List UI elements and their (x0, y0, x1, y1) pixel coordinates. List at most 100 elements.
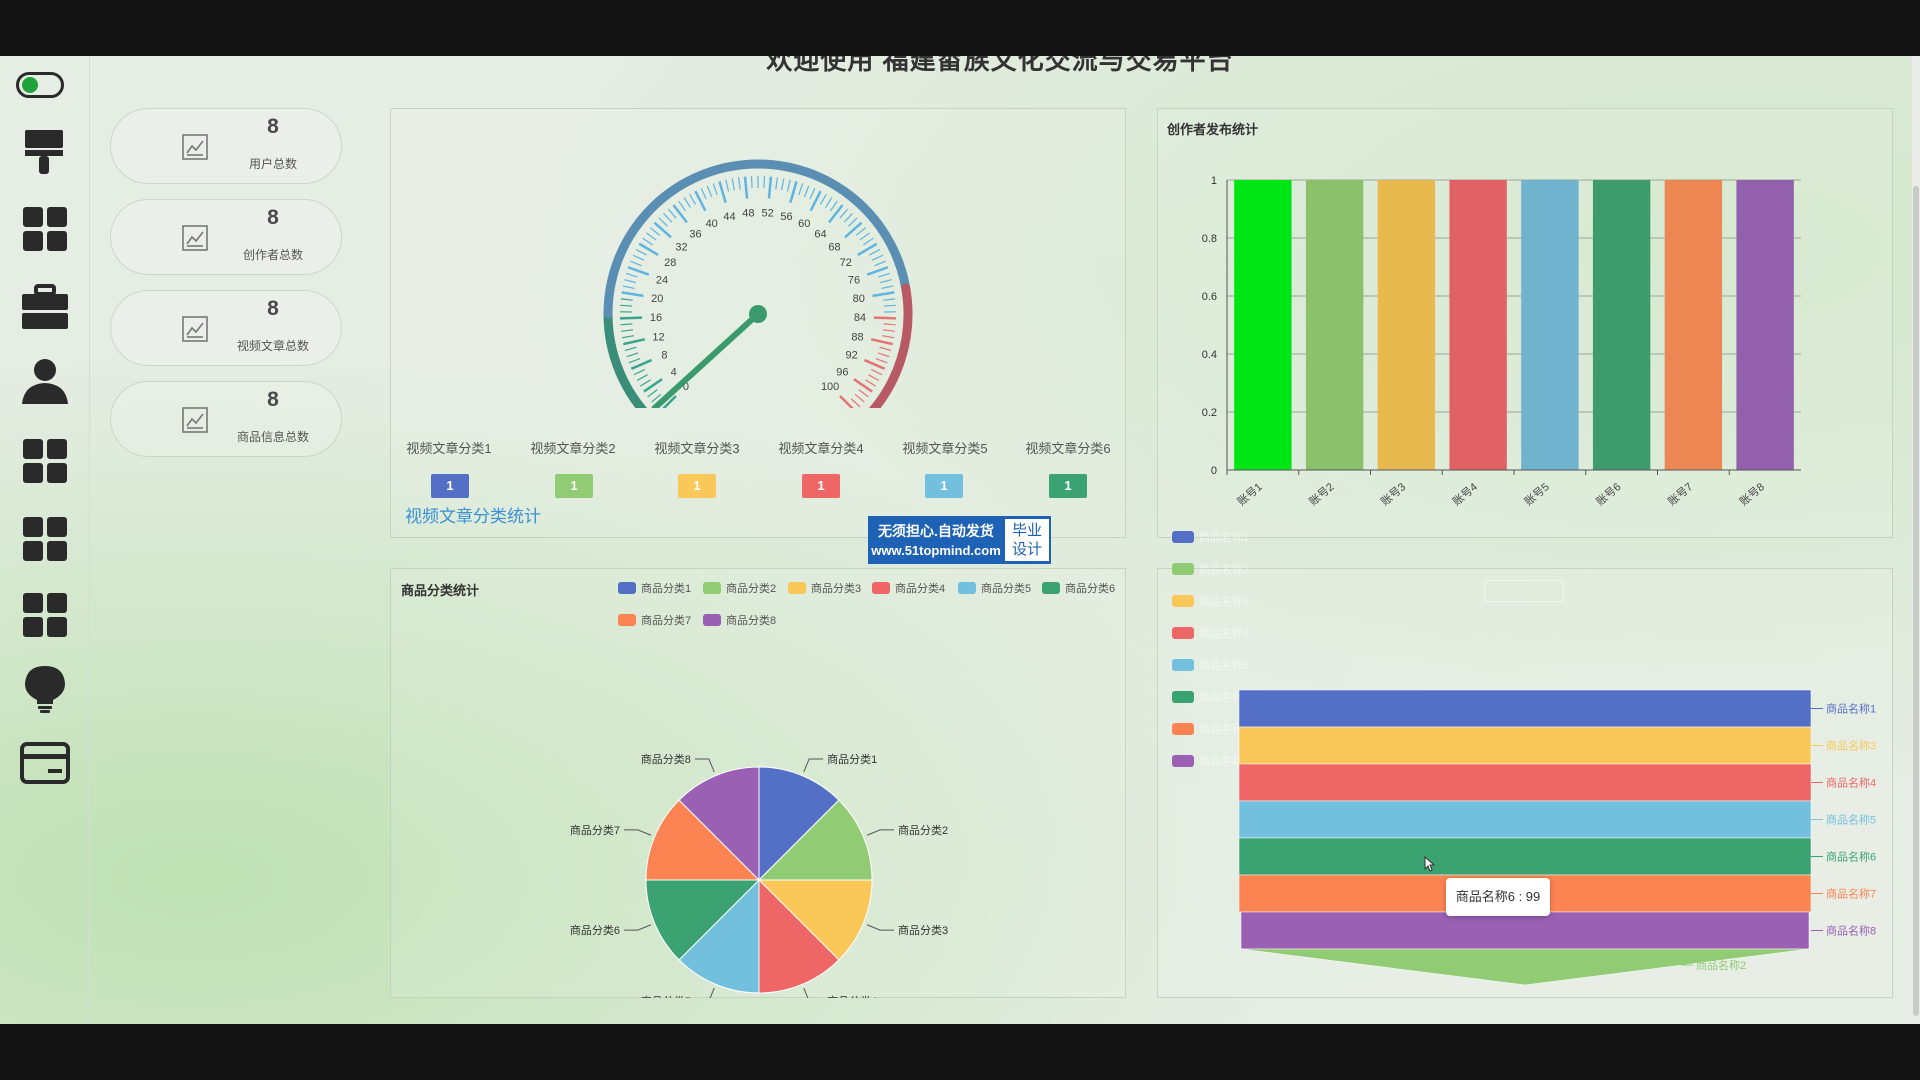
pie-legend-item[interactable]: 商品分类3 (788, 580, 861, 596)
gauge-arc (868, 283, 913, 408)
gauge-tick (626, 352, 639, 358)
gauge-tick-label: 84 (854, 312, 866, 324)
pie-slice (757, 799, 873, 881)
funnel-segment-label: 商品名称6 (1826, 850, 1876, 864)
gauge-tick (624, 346, 637, 351)
legend-swatch (1172, 563, 1194, 575)
gauge-tick (781, 178, 785, 191)
pie-legend-item[interactable]: 商品分类1 (618, 580, 691, 596)
pie-label-line (866, 829, 895, 836)
bar-y-tick-label: 0.2 (1202, 407, 1217, 419)
funnel-segment-label: 商品名称7 (1826, 887, 1876, 901)
legend-label: 商品分类7 (641, 615, 692, 627)
pie-legend-item[interactable]: 商品分类5 (958, 580, 1031, 596)
legend-swatch (872, 582, 890, 594)
pie-slice-label: 商品分类1 (827, 752, 877, 766)
gauge-category-badge[interactable]: 1 (555, 474, 593, 498)
gauge-tick (620, 304, 633, 307)
pie-slice (757, 879, 873, 961)
funnel-legend-item[interactable]: 商品名称1 (1172, 529, 1249, 545)
pie-legend-item[interactable]: 商品分类4 (872, 580, 945, 596)
legend-swatch (1172, 691, 1194, 703)
user-icon[interactable] (20, 356, 70, 406)
paint-roller-icon[interactable] (20, 126, 70, 176)
gauge-category-badge[interactable]: 1 (925, 474, 963, 498)
stat-label: 视频文章总数 (236, 339, 309, 353)
legend-swatch (788, 582, 806, 594)
sidebar (0, 56, 90, 1024)
pie-legend-item[interactable]: 商品分类8 (703, 612, 776, 628)
funnel-legend-item[interactable]: 商品名称8 (1172, 753, 1249, 769)
watermark-line1: 无须担心.自动发货 (878, 523, 994, 539)
gauge-category-badge[interactable]: 1 (802, 474, 840, 498)
gauge-chart-title[interactable]: 视频文章分类统计 (405, 507, 541, 526)
bar-x-tick-label: 账号3 (1378, 480, 1408, 508)
funnel-segment-label: 商品名称4 (1826, 776, 1876, 790)
gauge-category-label: 视频文章分类1 (406, 441, 492, 456)
gauge-tick-label: 12 (652, 331, 664, 343)
grid-icon[interactable] (20, 590, 70, 640)
gauge-tick (859, 232, 870, 241)
legend-swatch (1172, 595, 1194, 607)
gauge-category-badge[interactable]: 1 (431, 474, 469, 498)
funnel-legend-item[interactable]: 商品名称4 (1172, 625, 1249, 641)
pie-slice (645, 799, 761, 881)
funnel-legend-item[interactable]: 商品名称7 (1172, 721, 1249, 737)
legend-swatch (1172, 755, 1194, 767)
gauge-tick-label: 68 (828, 242, 840, 254)
gauge-tick (689, 193, 697, 205)
gauge-category-label: 视频文章分类5 (902, 441, 988, 456)
pie-label-line (709, 987, 715, 998)
gauge-tick (750, 176, 753, 189)
gauge-tick-label: 88 (851, 331, 863, 343)
gauge-tick (839, 395, 854, 408)
scrollbar-thumb[interactable] (1913, 186, 1919, 1016)
grid-icon[interactable] (20, 204, 70, 254)
bar (1305, 180, 1364, 470)
gauge-tick (731, 178, 735, 191)
credit-card-icon[interactable] (20, 738, 70, 788)
chart-icon (181, 133, 209, 161)
funnel-segment-label: 商品名称8 (1826, 924, 1876, 938)
page-title: 欢迎使用 福建畲族文化交流与交易平台 (766, 56, 1234, 75)
legend-label: 商品名称5 (1199, 660, 1250, 672)
gauge-tick-label: 0 (683, 381, 689, 393)
pie-legend-item[interactable]: 商品分类7 (618, 612, 691, 628)
briefcase-icon[interactable] (20, 282, 70, 332)
funnel-legend-item[interactable]: 商品名称2 (1172, 561, 1249, 577)
gauge-tick (633, 368, 646, 376)
gauge-tick (663, 212, 673, 223)
gauge-tick-label: 4 (671, 366, 677, 378)
legend-swatch (703, 614, 721, 626)
stat-card-products: 8 商品信息总数 (110, 381, 342, 457)
gauge-category-label: 视频文章分类2 (530, 441, 616, 456)
sidebar-toggle-switch[interactable] (16, 72, 64, 98)
funnel-legend-item[interactable]: 商品名称3 (1172, 593, 1249, 609)
grid-icon[interactable] (20, 514, 70, 564)
gauge-tick-label: 16 (650, 312, 662, 324)
grid-icon[interactable] (20, 436, 70, 486)
pie-legend-item[interactable]: 商品分类2 (703, 580, 776, 596)
lightbulb-icon[interactable] (20, 664, 70, 714)
legend-label: 商品名称1 (1199, 532, 1250, 544)
gauge-tick (624, 279, 637, 284)
gauge-tick (625, 272, 638, 278)
gauge-tick-label: 80 (853, 293, 865, 305)
gauge-category-badge[interactable]: 1 (678, 474, 716, 498)
gauge-tick (809, 190, 822, 212)
funnel-legend-item[interactable]: 商品名称6 (1172, 689, 1249, 705)
scrollbar[interactable] (1912, 56, 1920, 1024)
funnel-legend-item[interactable]: 商品名称5 (1172, 657, 1249, 673)
stat-card-creators: 8 创作者总数 (110, 199, 342, 275)
gauge-tick (839, 208, 849, 219)
legend-label: 商品名称7 (1199, 724, 1250, 736)
gauge-tick (620, 323, 633, 326)
gauge-category-badge[interactable]: 1 (1049, 474, 1087, 498)
gauge-tick (627, 266, 650, 276)
pie-legend-item[interactable]: 商品分类6 (1042, 580, 1115, 596)
bar-chart: 0 0.2 0.4 0.6 0.8 1 账号1 账号2 账号3 账号4 账号5 账号6 账号7 账号8 (1202, 175, 1801, 508)
gauge-needle-hub (749, 305, 767, 323)
gauge-tick-label: 76 (848, 274, 860, 286)
watermark-line2: www.51topmind.com (871, 543, 1001, 558)
bar-x-tick-label: 账号5 (1522, 480, 1552, 508)
